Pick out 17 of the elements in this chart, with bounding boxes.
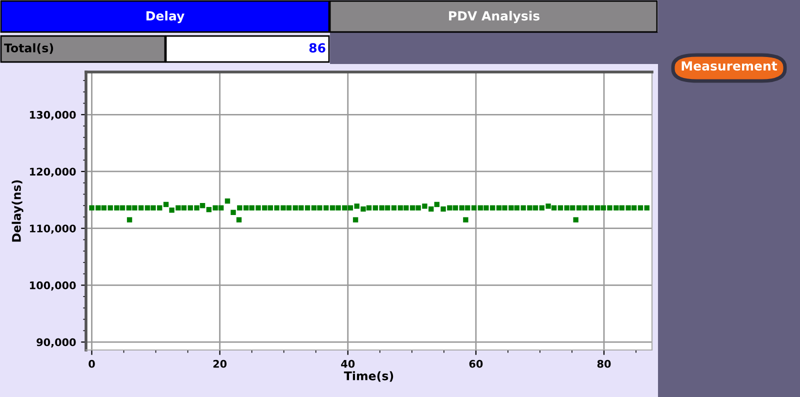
text: Total(s) xyxy=(4,43,54,54)
y-tick-label: 120,000 xyxy=(30,168,76,177)
text: 86 xyxy=(309,43,326,53)
y-tick-label: 130,000 xyxy=(30,110,76,120)
text: Delay xyxy=(146,10,184,24)
y-axis-title: Delay(ns) xyxy=(12,180,24,242)
x-tick-label: 0 xyxy=(88,360,95,368)
x-tick-label: 60 xyxy=(469,360,483,368)
text: PDV Analysis xyxy=(449,10,540,24)
text: Measurement xyxy=(682,61,778,71)
y-tick-label: 100,000 xyxy=(30,281,76,291)
x-axis-title: Time(s) xyxy=(344,371,394,382)
x-tick-label: 20 xyxy=(213,360,227,368)
y-tick-label: 110,000 xyxy=(30,224,76,234)
y-tick-label: 90,000 xyxy=(36,338,76,348)
x-tick-label: 40 xyxy=(341,360,355,368)
x-tick-label: 80 xyxy=(597,360,611,368)
